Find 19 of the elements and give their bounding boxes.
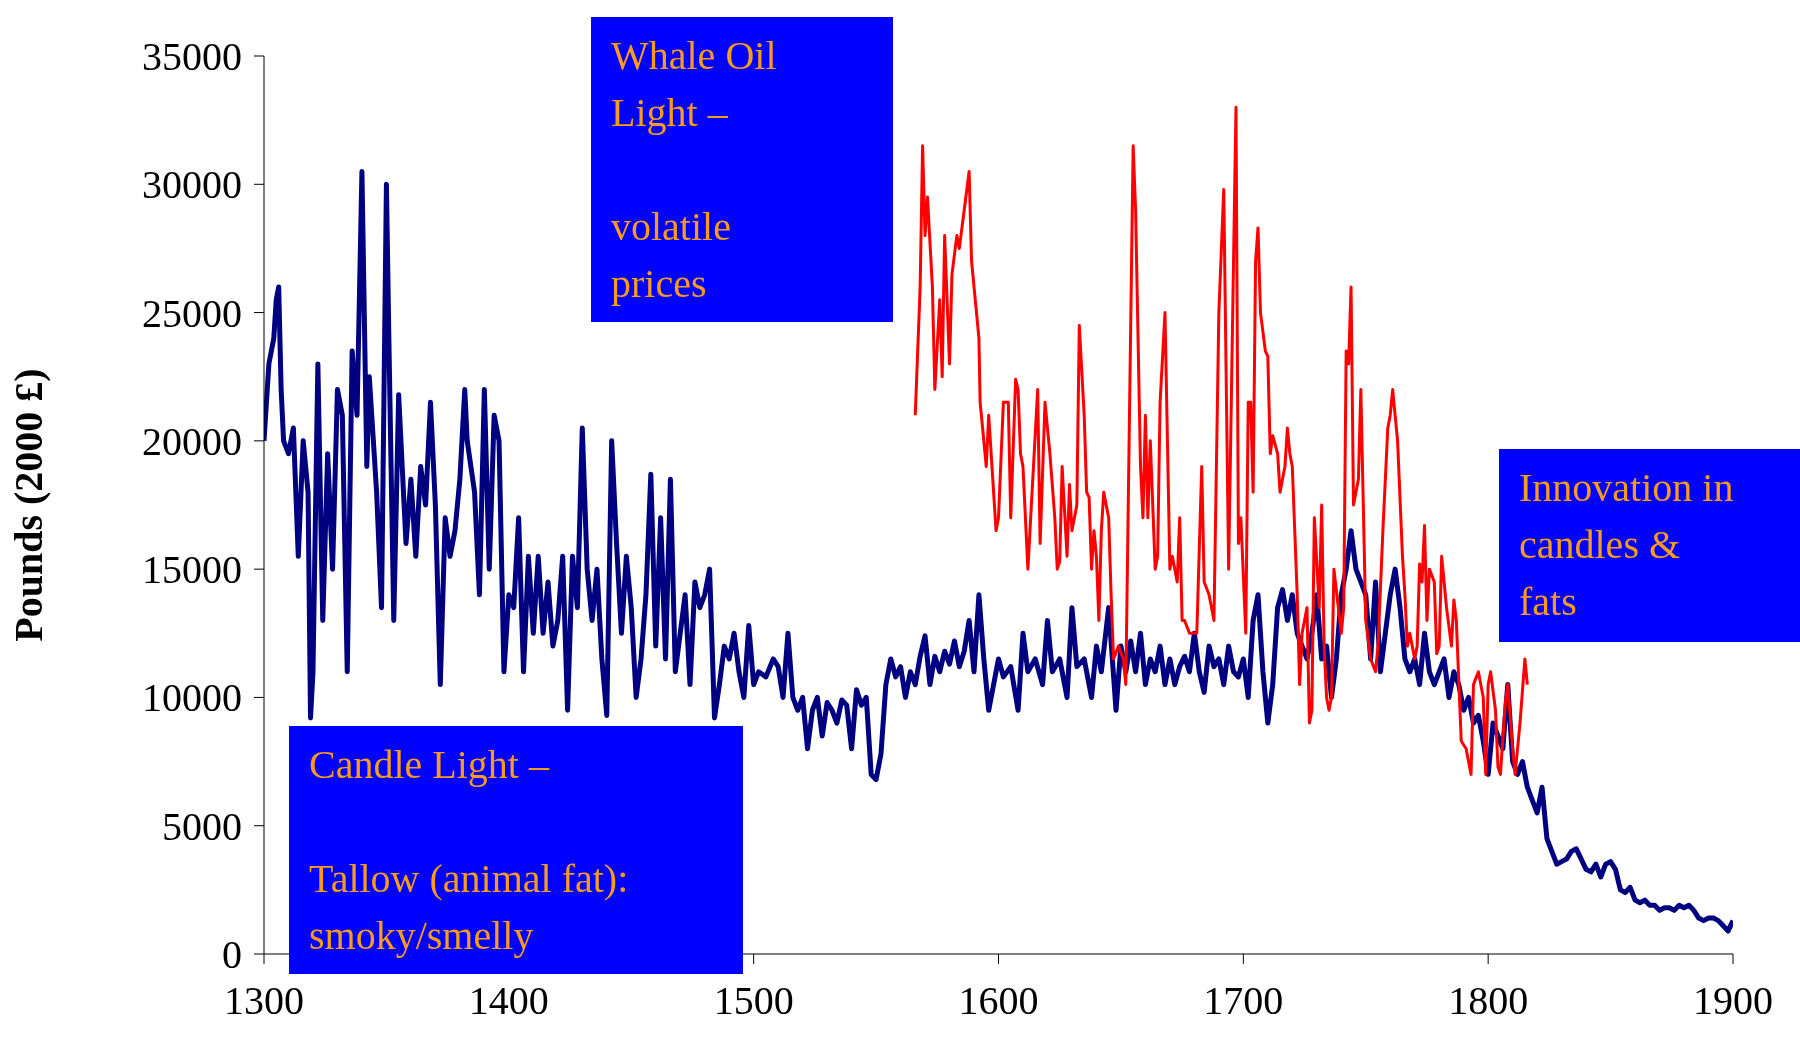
y-tick-label: 35000: [142, 34, 242, 79]
x-tick-label: 1500: [713, 978, 794, 1023]
note-box: Candle Light – Tallow (animal fat): smoky/smelly: [289, 726, 743, 974]
x-tick-label: 1400: [468, 978, 549, 1023]
x-tick-label: 1600: [958, 978, 1039, 1023]
y-tick-label: 0: [222, 932, 242, 977]
y-tick-label: 25000: [142, 290, 242, 336]
note-box: Innovation in candles & fats: [1499, 449, 1800, 642]
x-tick-label: 1800: [1448, 978, 1529, 1023]
y-tick-label: 10000: [142, 675, 242, 721]
y-tick-label: 30000: [142, 162, 242, 208]
y-tick-label: 20000: [142, 418, 242, 464]
x-tick-label: 1900: [1693, 978, 1773, 1023]
y-axis-title: Pounds (2000 £): [6, 368, 52, 642]
note-box: Whale Oil Light – volatile prices: [591, 17, 893, 322]
y-tick-label: 5000: [162, 803, 242, 849]
y-tick-label: 15000: [142, 547, 242, 593]
x-tick-label: 1300: [224, 978, 304, 1023]
x-tick-label: 1700: [1203, 978, 1284, 1023]
